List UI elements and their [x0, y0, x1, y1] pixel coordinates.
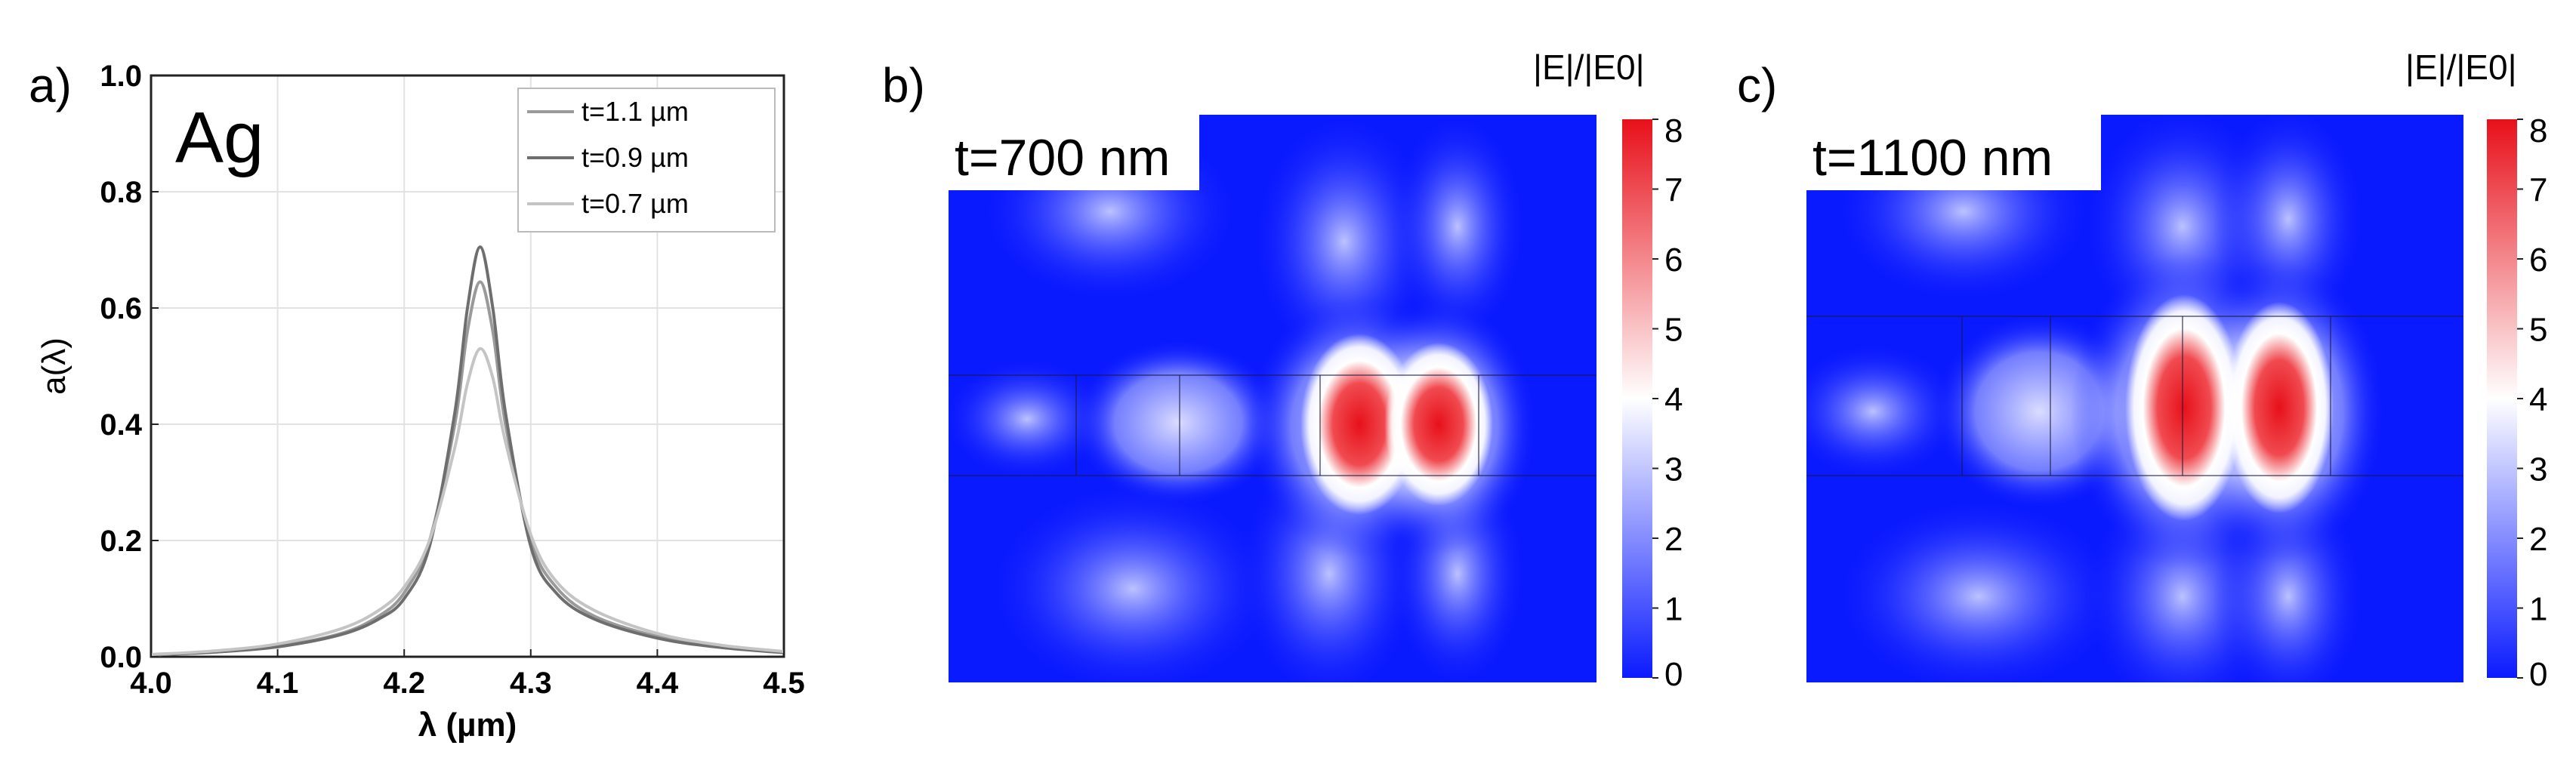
field-map-c — [1806, 115, 2463, 682]
inset-box-c — [1806, 115, 2101, 190]
colorbar-tick-label: 5 — [2529, 312, 2547, 349]
x-tick-label: 4.2 — [383, 667, 425, 700]
series-line-2 — [150, 245, 785, 657]
panel-c: c) t=1100 nm |E|/|E0| 0 1 2 3 4 5 6 7 8 — [1737, 48, 2547, 693]
colorbar-tick-label: 0 — [1664, 656, 1683, 693]
legend-label-0-9: t=0.9 µm — [582, 142, 689, 173]
legend-label-0-7: t=0.7 µm — [582, 188, 689, 219]
colorbar-c — [2487, 119, 2517, 678]
y-tick-label: 0.4 — [100, 408, 142, 442]
colorbar-tick-label: 0 — [2529, 656, 2547, 693]
y-tick-label: 0.6 — [100, 292, 142, 325]
legend-label-1-1: t=1.1 µm — [582, 96, 689, 127]
colorbar-tick-label: 2 — [1664, 521, 1683, 558]
colorbar-title-b: |E|/|E0| — [1533, 48, 1645, 87]
colorbar-tick-label: 6 — [1664, 242, 1683, 279]
panel-a-curves — [150, 245, 785, 657]
colorbar-tick-label: 7 — [2529, 172, 2547, 209]
inset-box-b — [949, 115, 1199, 190]
series-line-1 — [150, 280, 785, 657]
colorbar-tick-label: 4 — [2529, 381, 2547, 418]
colorbar-tick-label: 4 — [1664, 381, 1683, 418]
panel-a: a) 4.0 4.1 4.2 4.3 4.4 4.50.00.20.40.60.81.0 … — [29, 58, 805, 744]
panel-b: b) t=700 nm |E|/|E0| — [882, 48, 1683, 693]
colorbar-ticks-c: 0 1 2 3 4 5 6 7 8 — [2517, 112, 2547, 693]
colorbar-tick-label: 6 — [2529, 242, 2547, 279]
legend: t=1.1 µm t=0.9 µm t=0.7 µm — [517, 88, 776, 233]
material-label: Ag — [175, 97, 264, 178]
colorbar-tick-label: 2 — [2529, 521, 2547, 558]
colorbar-tick-label: 3 — [1664, 451, 1683, 488]
colorbar-tick-label: 1 — [1664, 591, 1683, 628]
panel-a-label: a) — [29, 58, 72, 112]
colorbar-b — [1622, 119, 1652, 678]
field-map-b — [949, 115, 1597, 682]
panel-b-label: b) — [882, 58, 925, 112]
y-tick-label: 1.0 — [100, 60, 142, 93]
colorbar-tick-label: 1 — [2529, 591, 2547, 628]
colorbar-title-c: |E|/|E0| — [2405, 48, 2517, 87]
inset-label-b: t=700 nm — [955, 129, 1170, 186]
x-tick-label: 4.5 — [763, 667, 805, 700]
y-tick-label: 0.2 — [100, 525, 142, 558]
x-tick-label: 4.4 — [637, 667, 679, 700]
colorbar-tick-label: 5 — [1664, 312, 1683, 349]
colorbar-tick-label: 8 — [2529, 112, 2547, 149]
y-axis-label: a(λ) — [35, 337, 72, 395]
series-line-3 — [150, 346, 785, 656]
panel-c-label: c) — [1737, 58, 1777, 112]
y-tick-label: 0.0 — [100, 641, 142, 674]
colorbar-tick-label: 7 — [1664, 172, 1683, 209]
x-tick-label: 4.1 — [257, 667, 299, 700]
panel-a-ticks: 4.0 4.1 4.2 4.3 4.4 4.5 0.0 0.2 0.4 0.6 0.8 1.0 — [100, 60, 804, 700]
x-axis-label: λ (µm) — [418, 707, 517, 744]
y-tick-label: 0.8 — [100, 176, 142, 209]
x-tick-label: 4.3 — [510, 667, 552, 700]
colorbar-ticks-b: 0 1 2 3 4 5 6 7 8 — [1652, 112, 1683, 693]
colorbar-tick-label: 3 — [2529, 451, 2547, 488]
panel-a-plot-frame — [150, 74, 785, 658]
x-tick-label: 4.0 — [130, 667, 172, 700]
inset-label-c: t=1100 nm — [1812, 129, 2053, 186]
colorbar-tick-label: 8 — [1664, 112, 1683, 149]
